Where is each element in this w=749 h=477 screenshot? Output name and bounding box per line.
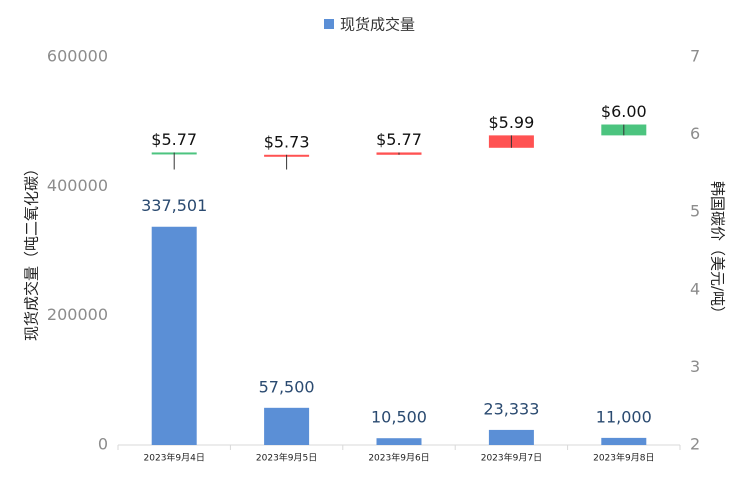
bar <box>264 407 310 445</box>
price-label: $5.73 <box>264 132 310 151</box>
x-tick-label: 2023年9月6日 <box>368 452 429 464</box>
bar <box>601 437 647 445</box>
bar <box>376 438 422 445</box>
bar <box>151 226 197 445</box>
price-label: $5.77 <box>151 130 197 149</box>
y-axis-title: 现货成交量（吨二氧化碳） <box>23 161 41 341</box>
bar <box>488 429 534 445</box>
y2-axis-title: 韩国碳价（美元/吨） <box>709 181 727 321</box>
legend-label: 现货成交量 <box>340 16 415 34</box>
y2-tick-label: 7 <box>690 47 700 66</box>
bar-value-label: 57,500 <box>259 377 315 396</box>
legend-swatch <box>324 19 334 29</box>
y-tick-label: 0 <box>98 435 108 454</box>
y-tick-label: 600000 <box>47 47 108 66</box>
price-label: $6.00 <box>601 102 647 121</box>
y2-tick-label: 4 <box>690 279 700 298</box>
bar-value-label: 11,000 <box>596 407 652 426</box>
y-tick-label: 200000 <box>47 305 108 324</box>
y2-tick-label: 3 <box>690 357 700 376</box>
x-tick-label: 2023年9月8日 <box>593 452 654 464</box>
y2-tick-label: 2 <box>690 435 700 454</box>
x-tick-label: 2023年9月5日 <box>256 452 317 464</box>
x-tick-label: 2023年9月7日 <box>481 452 542 464</box>
y2-tick-label: 5 <box>690 202 700 221</box>
price-label: $5.99 <box>488 113 534 132</box>
price-label: $5.77 <box>376 130 422 149</box>
bar-value-label: 337,501 <box>141 196 207 215</box>
x-tick-label: 2023年9月4日 <box>144 452 205 464</box>
bar-value-label: 10,500 <box>371 408 427 427</box>
y2-tick-label: 6 <box>690 124 700 143</box>
bar-value-label: 23,333 <box>483 399 539 418</box>
y-tick-label: 400000 <box>47 176 108 195</box>
